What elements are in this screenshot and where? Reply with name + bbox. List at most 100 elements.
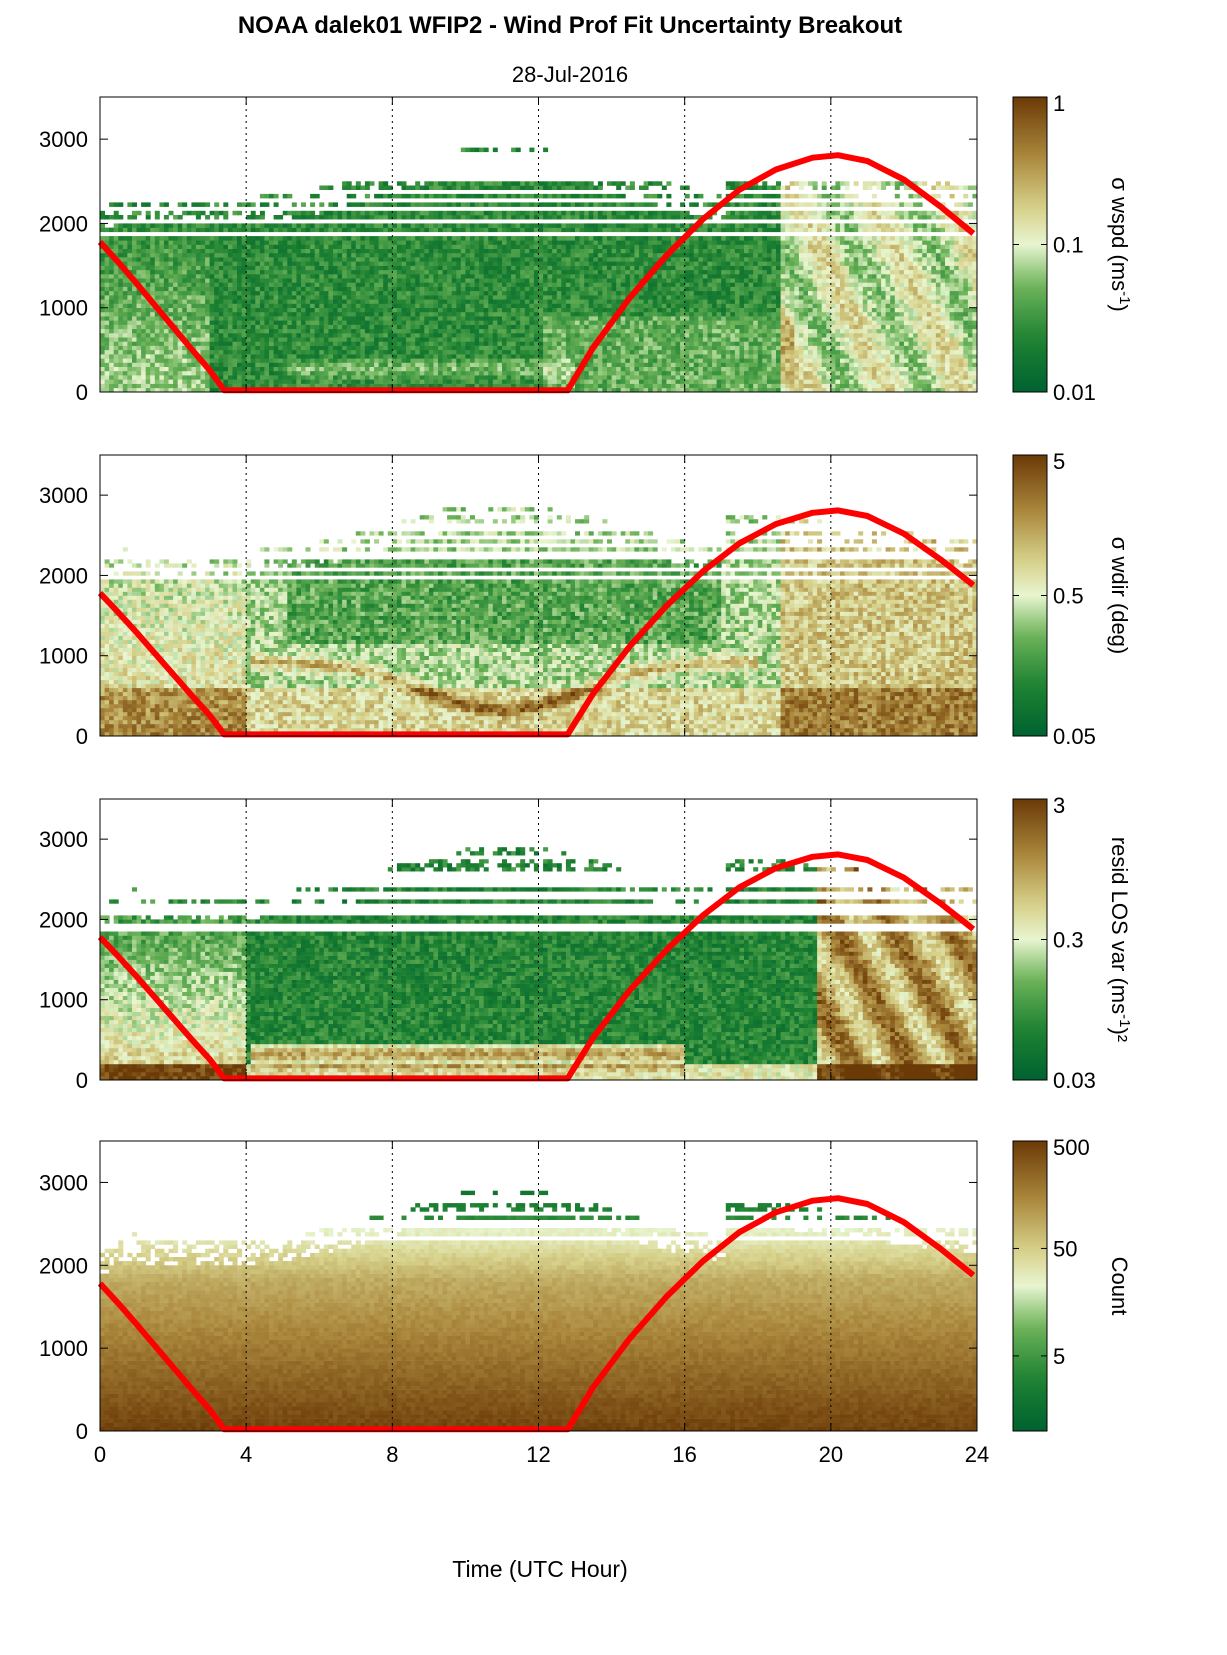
- heatmap-cell: [287, 349, 293, 355]
- heatmap-cell: [232, 290, 238, 296]
- heatmap-cell: [543, 299, 549, 304]
- heatmap-cell: [396, 215, 402, 220]
- heatmap-cell: [520, 299, 526, 304]
- heatmap-cell: [584, 320, 590, 325]
- heatmap-cell: [200, 227, 206, 233]
- heatmap-cell: [424, 282, 430, 287]
- heatmap-cell: [218, 358, 224, 363]
- heatmap-cell: [438, 265, 443, 271]
- heatmap-cell: [415, 236, 421, 241]
- heatmap-cell: [470, 215, 475, 220]
- heatmap-cell: [287, 244, 293, 249]
- heatmap-cell: [556, 349, 562, 355]
- heatmap-cell: [255, 227, 261, 233]
- heatmap-cell: [355, 311, 361, 317]
- heatmap-cell: [515, 295, 521, 300]
- heatmap-cell: [611, 383, 617, 389]
- heatmap-cell: [360, 282, 366, 287]
- heatmap-cell: [118, 240, 124, 245]
- heatmap-cell: [406, 328, 411, 334]
- heatmap-cell: [310, 316, 316, 321]
- heatmap-cell: [241, 333, 247, 338]
- heatmap-cell: [223, 223, 229, 228]
- heatmap-cell: [127, 244, 133, 249]
- heatmap-cell: [515, 193, 521, 199]
- heatmap-cell: [186, 252, 192, 258]
- heatmap-cell: [364, 244, 370, 249]
- heatmap-cell: [570, 244, 576, 249]
- heatmap-cell: [515, 265, 521, 271]
- heatmap-cell: [524, 341, 530, 346]
- heatmap-cell: [387, 282, 393, 287]
- heatmap-cell: [227, 311, 233, 317]
- heatmap-cell: [515, 278, 521, 283]
- heatmap-cell: [588, 236, 594, 241]
- heatmap-cell: [556, 354, 562, 359]
- heatmap-cell: [159, 387, 165, 393]
- heatmap-cell: [543, 240, 549, 245]
- heatmap-cell: [442, 236, 448, 241]
- heatmap-cell: [529, 181, 535, 186]
- heatmap-cell: [593, 370, 599, 376]
- heatmap-cell: [616, 261, 622, 266]
- heatmap-cell: [451, 257, 457, 262]
- heatmap-cell: [374, 290, 380, 296]
- heatmap-cell: [433, 354, 439, 359]
- heatmap-cell: [319, 278, 325, 283]
- heatmap-cell: [182, 362, 188, 367]
- heatmap-cell: [209, 223, 215, 228]
- heatmap-cell: [291, 210, 297, 216]
- heatmap-cell: [237, 370, 242, 376]
- heatmap-cell: [173, 215, 179, 220]
- heatmap-cell: [154, 358, 160, 363]
- heatmap-cell: [374, 244, 380, 249]
- heatmap-cell: [492, 286, 498, 292]
- heatmap-cell: [451, 320, 457, 325]
- heatmap-cell: [602, 387, 608, 393]
- heatmap-cell: [597, 193, 603, 199]
- heatmap-cell: [205, 345, 211, 351]
- heatmap-cell: [168, 333, 174, 338]
- heatmap-cell: [136, 387, 142, 393]
- heatmap-cell: [177, 257, 183, 262]
- heatmap-cell: [401, 379, 407, 384]
- heatmap-cell: [419, 379, 425, 384]
- heatmap-cell: [269, 324, 274, 330]
- heatmap-cell: [269, 265, 274, 271]
- heatmap-cell: [387, 252, 393, 258]
- heatmap-cell: [515, 375, 521, 380]
- heatmap-cell: [323, 248, 329, 254]
- heatmap-cell: [406, 236, 411, 241]
- heatmap-cell: [278, 316, 284, 321]
- heatmap-cell: [588, 181, 594, 186]
- heatmap-cell: [301, 320, 306, 325]
- heatmap-cell: [109, 269, 115, 275]
- heatmap-cell: [561, 252, 567, 258]
- heatmap-cell: [278, 265, 284, 271]
- heatmap-cell: [278, 278, 284, 283]
- heatmap-cell: [241, 370, 247, 376]
- heatmap-cell: [132, 274, 137, 279]
- heatmap-cell: [479, 316, 485, 321]
- heatmap-cell: [520, 265, 526, 271]
- heatmap-cell: [100, 366, 105, 372]
- heatmap-cell: [191, 341, 197, 346]
- heatmap-cell: [100, 370, 105, 376]
- heatmap-cell: [278, 366, 284, 372]
- heatmap-cell: [383, 328, 389, 334]
- heatmap-cell: [602, 215, 608, 220]
- heatmap-cell: [460, 316, 466, 321]
- heatmap-cell: [607, 257, 612, 262]
- heatmap-cell: [195, 227, 201, 233]
- heatmap-cell: [433, 320, 439, 325]
- heatmap-cell: [273, 215, 279, 220]
- heatmap-cell: [141, 227, 147, 233]
- heatmap-cell: [625, 362, 631, 367]
- heatmap-cell: [378, 257, 384, 262]
- heatmap-cell: [593, 379, 599, 384]
- heatmap-cell: [250, 345, 256, 351]
- heatmap-cell: [524, 316, 530, 321]
- heatmap-cell: [141, 328, 147, 334]
- heatmap-cell: [396, 316, 402, 321]
- heatmap-cell: [401, 274, 407, 279]
